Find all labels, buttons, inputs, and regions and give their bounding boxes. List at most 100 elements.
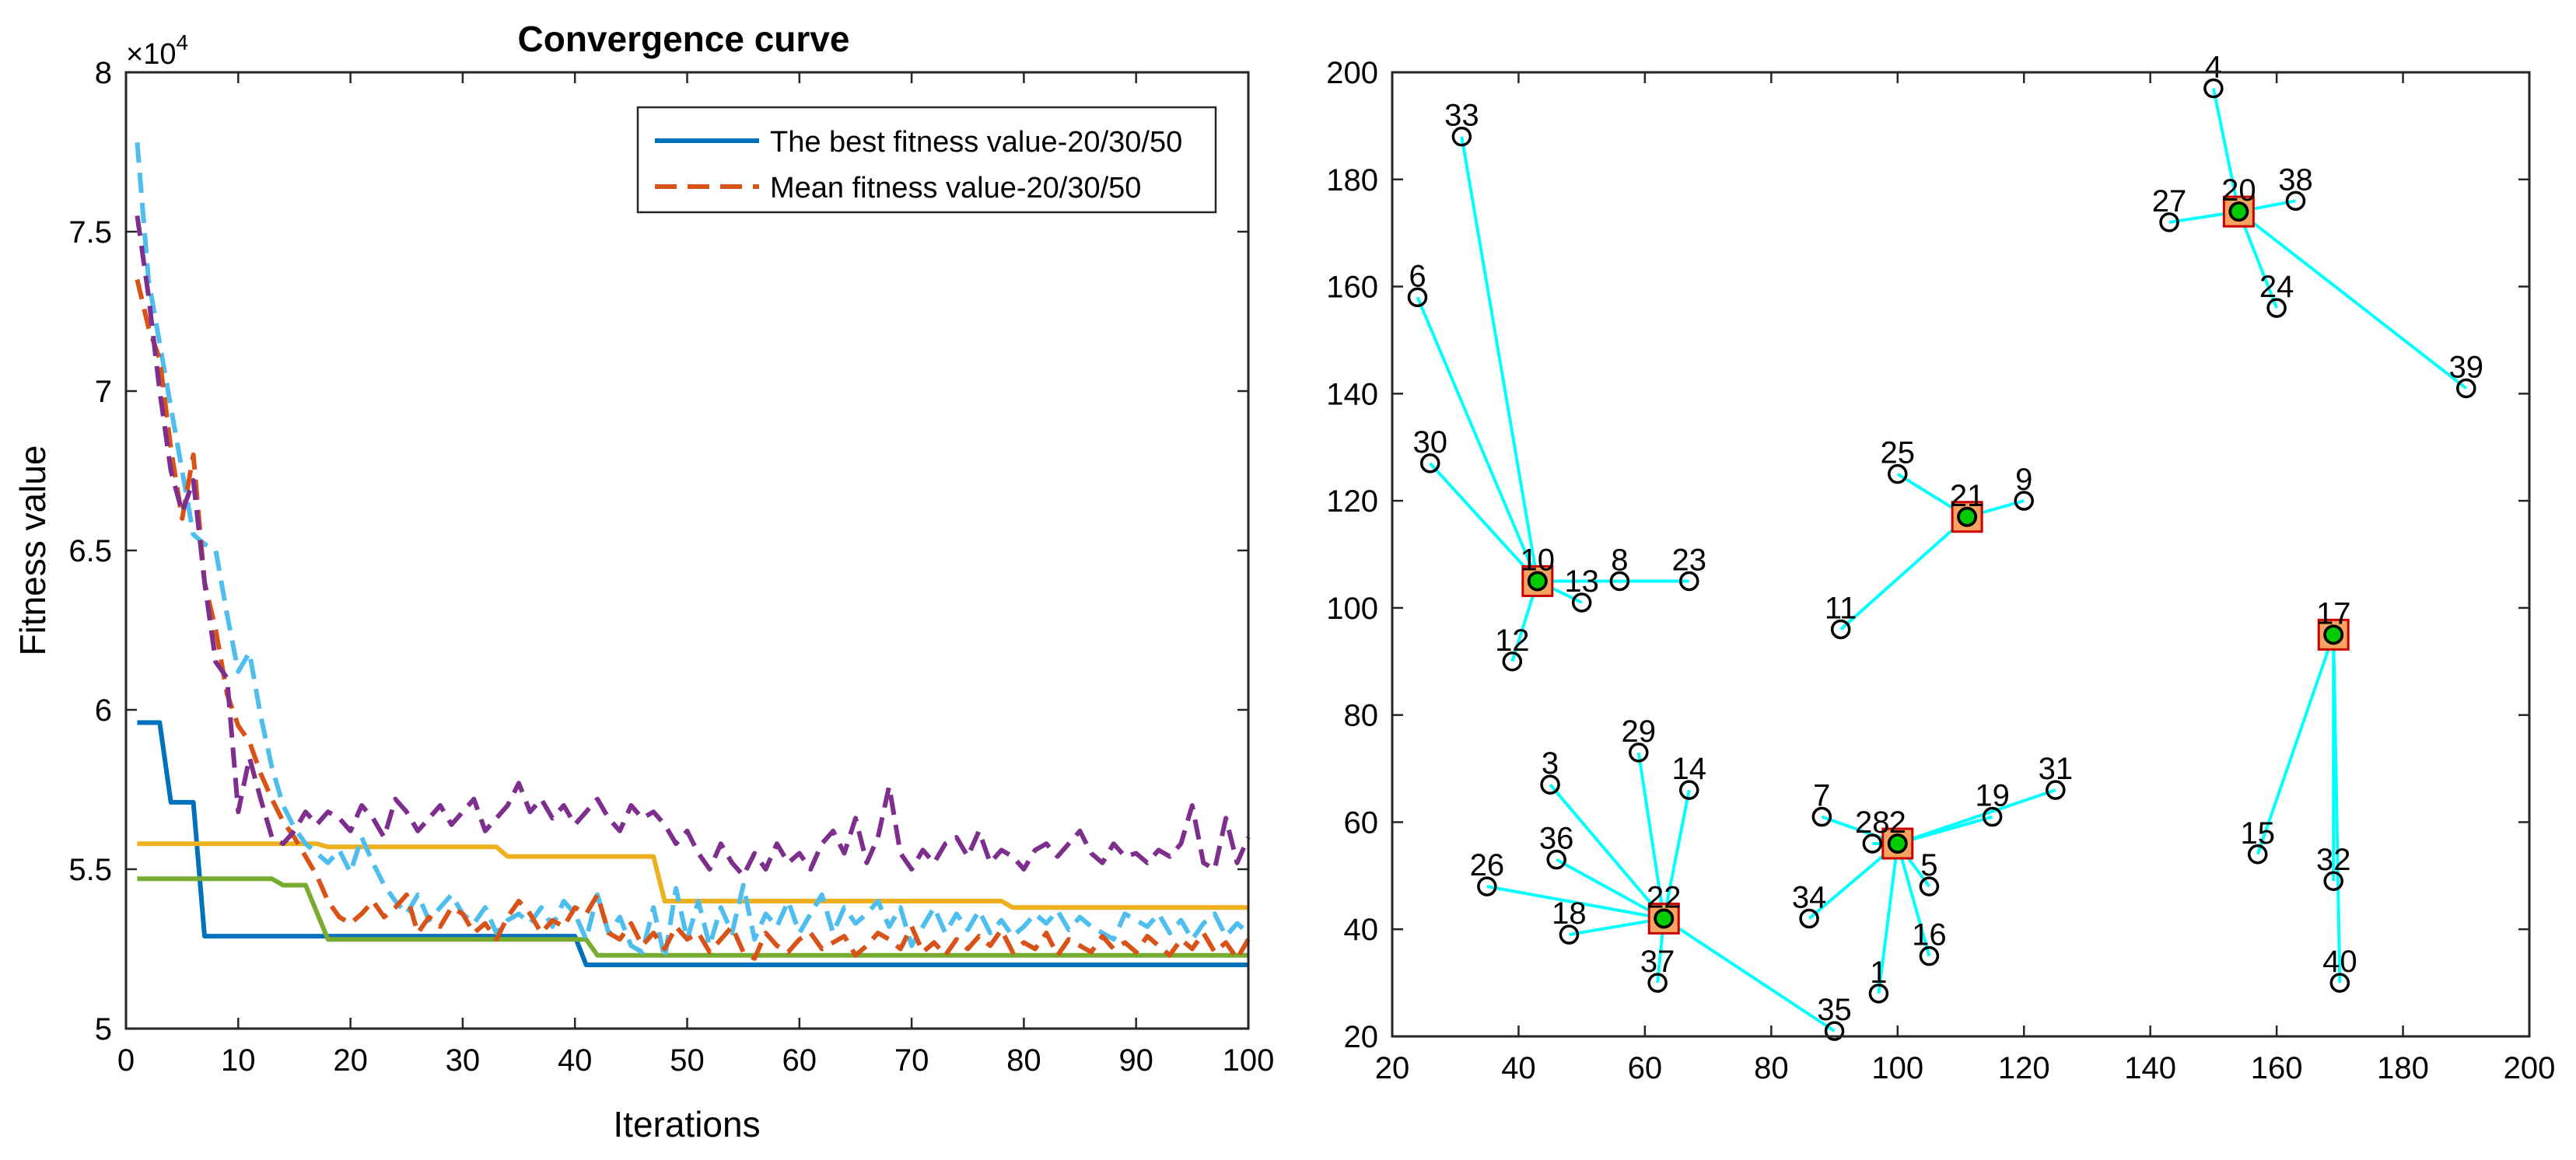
node-marker xyxy=(2329,973,2350,993)
node-marker xyxy=(2323,624,2343,645)
series-line-best-50 xyxy=(137,876,1248,958)
node-label: 33 xyxy=(1444,99,1479,133)
node-label: 10 xyxy=(1521,543,1556,577)
left-series-lines xyxy=(135,142,1251,967)
node-marker xyxy=(1540,774,1560,795)
y-tick-label: 6.5 xyxy=(68,534,112,568)
node-label: 30 xyxy=(1412,425,1447,459)
node-marker xyxy=(1811,806,1832,827)
cluster-link xyxy=(1486,885,1664,921)
series-line-mean-30 xyxy=(135,278,1251,961)
x-tick-label: 80 xyxy=(1754,1051,1789,1085)
cluster-link xyxy=(2211,88,2241,212)
x-tick-label: 40 xyxy=(1501,1051,1536,1085)
right-plot-frame xyxy=(1391,71,2531,1038)
cluster-link xyxy=(2256,634,2336,855)
x-tick-label: 80 xyxy=(1006,1043,1041,1078)
node-marker xyxy=(1546,849,1566,870)
y-axis-label: Fitness value xyxy=(12,445,53,655)
node-label: 1 xyxy=(1870,956,1887,990)
x-tick-label: 30 xyxy=(446,1043,481,1078)
node-marker xyxy=(1419,453,1440,473)
cluster-nodes: 1234567891011121314151617181920212223242… xyxy=(1407,51,2484,1041)
node-label: 37 xyxy=(1640,945,1675,979)
node-label: 36 xyxy=(1539,822,1574,856)
node-label: 31 xyxy=(2039,752,2074,786)
node-label: 38 xyxy=(2278,162,2313,197)
node-label: 17 xyxy=(2316,596,2351,631)
cluster-link xyxy=(2237,211,2278,309)
left-axis-ticks: 0 10 20 30 40 50 60 70 80 90 100 5 5.5 6 6.5 7 7.5 8 xyxy=(68,56,1274,1078)
cluster-link xyxy=(1663,917,1836,1032)
cluster-link xyxy=(1897,788,2056,845)
node-label: 12 xyxy=(1495,624,1530,658)
cluster-link xyxy=(1416,296,1539,582)
y-tick-label: 7 xyxy=(95,375,112,409)
node-marker xyxy=(1502,652,1523,672)
node-marker xyxy=(1528,571,1548,592)
node-label: 2 xyxy=(1889,805,1906,840)
node-label: 39 xyxy=(2449,350,2484,384)
x-tick-label: 70 xyxy=(894,1043,929,1078)
exponent-label: ×104 xyxy=(126,30,188,71)
node-marker xyxy=(2046,780,2066,800)
convergence-chart: Convergence curve ×104 0 10 20 30 40 50 60 70 80… xyxy=(12,19,1274,1144)
node-marker xyxy=(2456,378,2476,399)
node-label: 25 xyxy=(1881,436,1916,470)
node-marker xyxy=(2228,201,2249,222)
node-label: 34 xyxy=(1792,880,1827,914)
node-label: 13 xyxy=(1564,564,1599,599)
node-marker xyxy=(2285,190,2306,211)
node-marker xyxy=(1868,984,1889,1004)
y-tick-label: 5.5 xyxy=(68,853,112,887)
node-marker xyxy=(1559,924,1580,945)
cluster-link xyxy=(1549,783,1665,920)
series-line-best-20 xyxy=(137,720,1248,967)
legend-mean-label: Mean fitness value-20/30/50 xyxy=(770,172,1141,204)
node-marker xyxy=(1678,780,1699,800)
node-marker xyxy=(1919,876,1940,896)
cluster-link xyxy=(1556,858,1665,921)
node-marker xyxy=(1982,806,2003,827)
y-tick-label: 60 xyxy=(1344,805,1379,840)
node-label: 23 xyxy=(1671,543,1706,577)
node-label: 16 xyxy=(1912,918,1947,952)
node-label: 28 xyxy=(1855,805,1890,840)
node-label: 21 xyxy=(1950,479,1985,513)
node-label: 4 xyxy=(2205,51,2222,85)
x-tick-label: 90 xyxy=(1118,1043,1153,1078)
cluster-scatter-chart: 20 40 60 80 100 120 140 160 180 20020406080100120… xyxy=(1326,51,2555,1085)
node-marker xyxy=(2323,871,2343,891)
node-marker xyxy=(1571,592,1592,613)
node-marker xyxy=(1888,463,1908,484)
cluster-link xyxy=(1460,136,1539,582)
legend: The best fitness value-20/30/50 Mean fit… xyxy=(636,106,1217,214)
node-marker xyxy=(1678,571,1699,592)
y-tick-label: 40 xyxy=(1344,913,1379,947)
cluster-link xyxy=(2238,210,2468,390)
y-tick-label: 20 xyxy=(1344,1020,1379,1054)
node-marker xyxy=(1647,973,1668,993)
cluster-link xyxy=(1877,843,1899,994)
node-marker xyxy=(1888,833,1908,854)
node-marker xyxy=(2203,78,2224,99)
x-axis-label: Iterations xyxy=(613,1104,760,1144)
x-tick-label: 60 xyxy=(782,1043,817,1078)
node-label: 15 xyxy=(2240,816,2275,851)
node-marker xyxy=(1919,945,1940,966)
node-label: 27 xyxy=(2152,184,2187,218)
y-tick-label: 5 xyxy=(95,1012,112,1046)
y-tick-label: 80 xyxy=(1344,699,1379,733)
node-marker xyxy=(1407,287,1428,308)
x-tick-label: 20 xyxy=(333,1043,368,1078)
y-tick-label: 6 xyxy=(95,694,112,728)
node-label: 26 xyxy=(1470,848,1505,882)
x-tick-label: 40 xyxy=(558,1043,593,1078)
x-tick-label: 180 xyxy=(2377,1051,2429,1085)
node-marker xyxy=(1629,742,1649,763)
node-label: 5 xyxy=(1920,848,1937,882)
node-label: 14 xyxy=(1671,752,1706,786)
exponent-base: ×10 xyxy=(126,38,176,71)
node-marker xyxy=(1477,876,1497,896)
